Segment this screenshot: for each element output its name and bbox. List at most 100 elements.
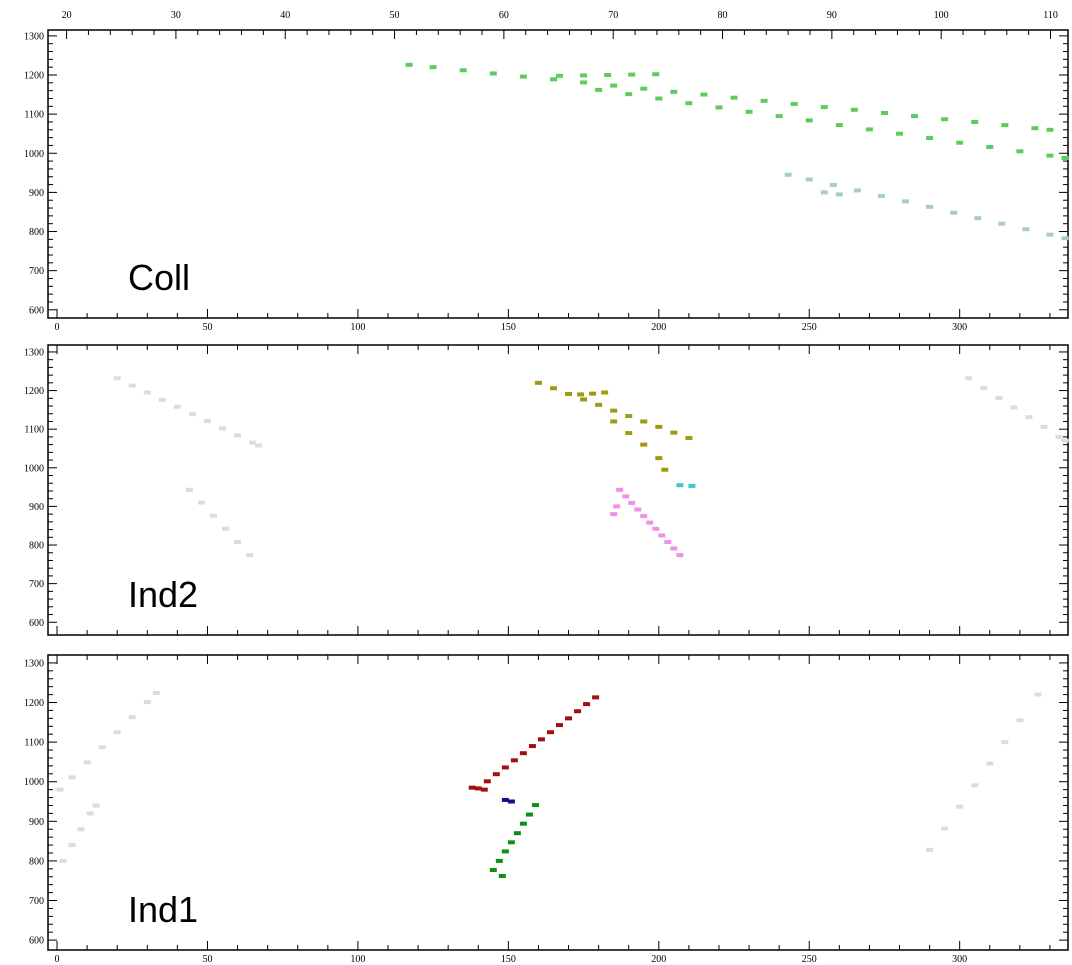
hit [511,758,518,762]
hit [902,199,909,203]
hit [854,188,861,192]
hit [625,414,632,418]
x2-tick-label: 20 [62,10,72,21]
hit [664,540,671,544]
hit [583,702,590,706]
hit [69,775,76,779]
hit [520,75,527,79]
hit [791,102,798,106]
hit [634,508,641,512]
hit [1061,439,1068,443]
hit [655,425,662,429]
hit [78,827,85,831]
hit [210,514,217,518]
plot-frame [48,30,1068,318]
hit [174,405,181,409]
x2-tick-label: 110 [1043,10,1058,21]
hit [601,390,608,394]
hit [508,840,515,844]
hit [580,73,587,77]
hit [475,786,482,790]
hit [851,108,858,112]
hit [1046,233,1053,237]
hit [520,751,527,755]
x-tick-label: 250 [802,954,817,965]
y-tick-label: 1000 [24,463,44,474]
hit [661,468,668,472]
hit [592,695,599,699]
hit [685,101,692,105]
hit [481,788,488,792]
y-tick-label: 1100 [24,738,44,749]
x-tick-label: 150 [501,954,516,965]
hit [69,843,76,847]
x2-tick-label: 30 [171,10,181,21]
hit [821,190,828,194]
hit [114,376,121,380]
hit [60,859,67,863]
hit [490,71,497,75]
hit [469,786,476,790]
hit [484,779,491,783]
hit [926,848,933,852]
x-tick-label: 300 [952,954,967,965]
hit [547,730,554,734]
hit [926,136,933,140]
hit [1031,126,1038,130]
plot-frame [48,655,1068,950]
hit [1046,154,1053,158]
x2-tick-label: 100 [934,10,949,21]
hit [222,527,229,531]
hit [1016,149,1023,153]
hit [655,96,662,100]
hit [595,403,602,407]
hit [980,386,987,390]
hit [1001,123,1008,127]
hit [640,443,647,447]
hit [532,803,539,807]
y-tick-label: 900 [29,502,44,513]
hit [688,484,695,488]
hit [676,483,683,487]
hit [502,765,509,769]
hit [926,205,933,209]
x2-tick-label: 90 [827,10,837,21]
hit [529,744,536,748]
x-tick-label: 0 [55,954,60,965]
y-tick-label: 1300 [24,347,44,358]
hit [911,114,918,118]
hit [881,111,888,115]
hit [965,376,972,380]
hit [878,194,885,198]
hit [496,859,503,863]
y-tick-label: 900 [29,817,44,828]
hit [830,183,837,187]
y-tick-label: 600 [29,936,44,947]
hit [1061,236,1068,240]
y-tick-label: 700 [29,896,44,907]
hit [941,826,948,830]
hit [565,392,572,396]
x-tick-label: 50 [202,954,212,965]
hit [186,488,193,492]
hit [1046,128,1053,132]
hit [652,72,659,76]
hit [986,145,993,149]
hit [628,73,635,77]
hit [589,392,596,396]
hit [646,521,653,525]
hit [836,123,843,127]
hit [1001,740,1008,744]
hit [610,512,617,516]
hit [685,436,692,440]
hit [610,409,617,413]
hit [806,118,813,122]
hit [57,788,64,792]
hit [1055,435,1062,439]
x-tick-label: 100 [350,322,365,333]
x2-tick-label: 50 [390,10,400,21]
hit [1061,156,1068,160]
hit [249,441,256,445]
hit [785,173,792,177]
hit [577,392,584,396]
